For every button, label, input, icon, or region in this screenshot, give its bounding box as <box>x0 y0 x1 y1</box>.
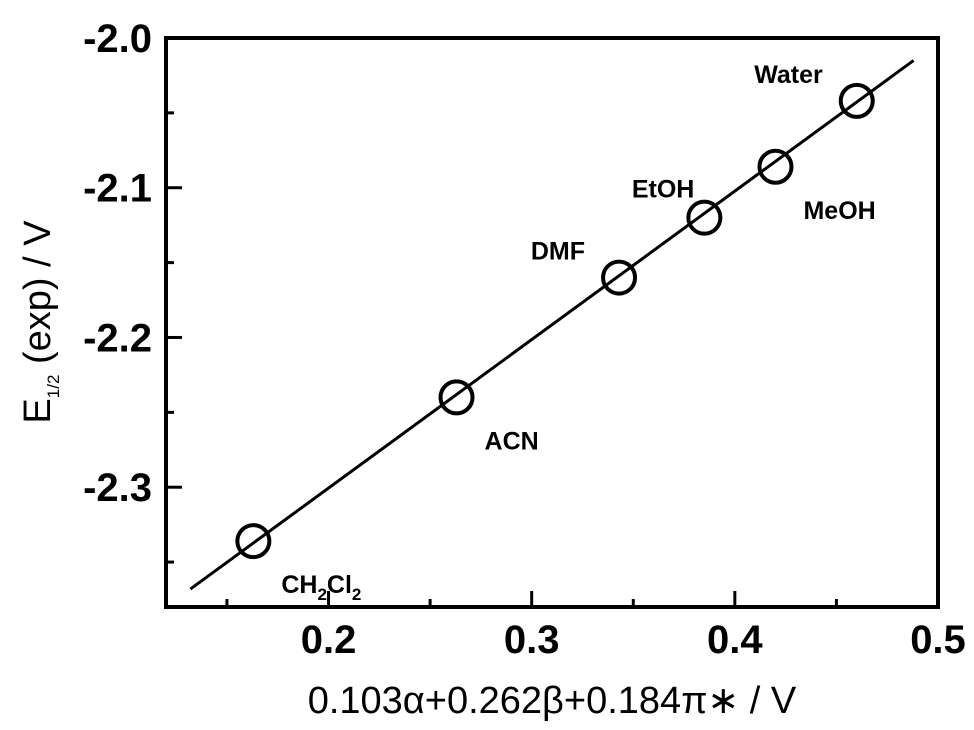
point-label: CH2Cl2 <box>281 571 361 604</box>
axis-ticks <box>166 36 940 607</box>
x-axis-title: 0.103α+0.262β+0.184π∗ / V <box>308 680 797 722</box>
fit-line <box>189 59 915 591</box>
plot-area: CH2Cl2 ACN DMF EtOH MeOH Water <box>164 36 940 609</box>
data-point-marker <box>838 82 875 119</box>
point-label: Water <box>754 61 823 89</box>
data-point-marker <box>601 259 638 296</box>
x-tick-label: 0.2 <box>301 618 357 662</box>
y-tick-label: -2.2 <box>83 316 152 360</box>
point-label: EtOH <box>632 176 695 204</box>
point-labels: CH2Cl2 ACN DMF EtOH MeOH Water <box>281 61 875 604</box>
point-label: ACN <box>485 427 539 455</box>
y-tick-label: -2.1 <box>83 167 152 211</box>
x-tick-label: 0.4 <box>707 618 763 662</box>
y-axis-title-main: E <box>17 398 59 423</box>
data-point-marker <box>438 379 475 416</box>
data-point-marker <box>757 148 794 185</box>
y-tick-label: -2.3 <box>83 466 152 510</box>
data-point-marker <box>686 199 723 236</box>
plot-frame <box>164 36 940 609</box>
x-tick-label: 0.5 <box>910 618 966 662</box>
y-tick-label: -2.0 <box>83 17 152 61</box>
x-tick-label: 0.3 <box>504 618 560 662</box>
y-axis-title-rest: (exp) / V <box>17 220 59 375</box>
y-axis-title-subscript: 1/2 <box>44 375 63 399</box>
data-point-marker <box>235 523 272 560</box>
point-label: MeOH <box>803 197 875 225</box>
tick-labels: 0.2 0.3 0.4 0.5 -2.0 -2.1 -2.2 -2.3 <box>83 17 966 662</box>
data-markers <box>235 82 875 560</box>
y-axis-title: E1/2 (exp) / V <box>17 220 63 424</box>
point-label: DMF <box>531 238 585 266</box>
